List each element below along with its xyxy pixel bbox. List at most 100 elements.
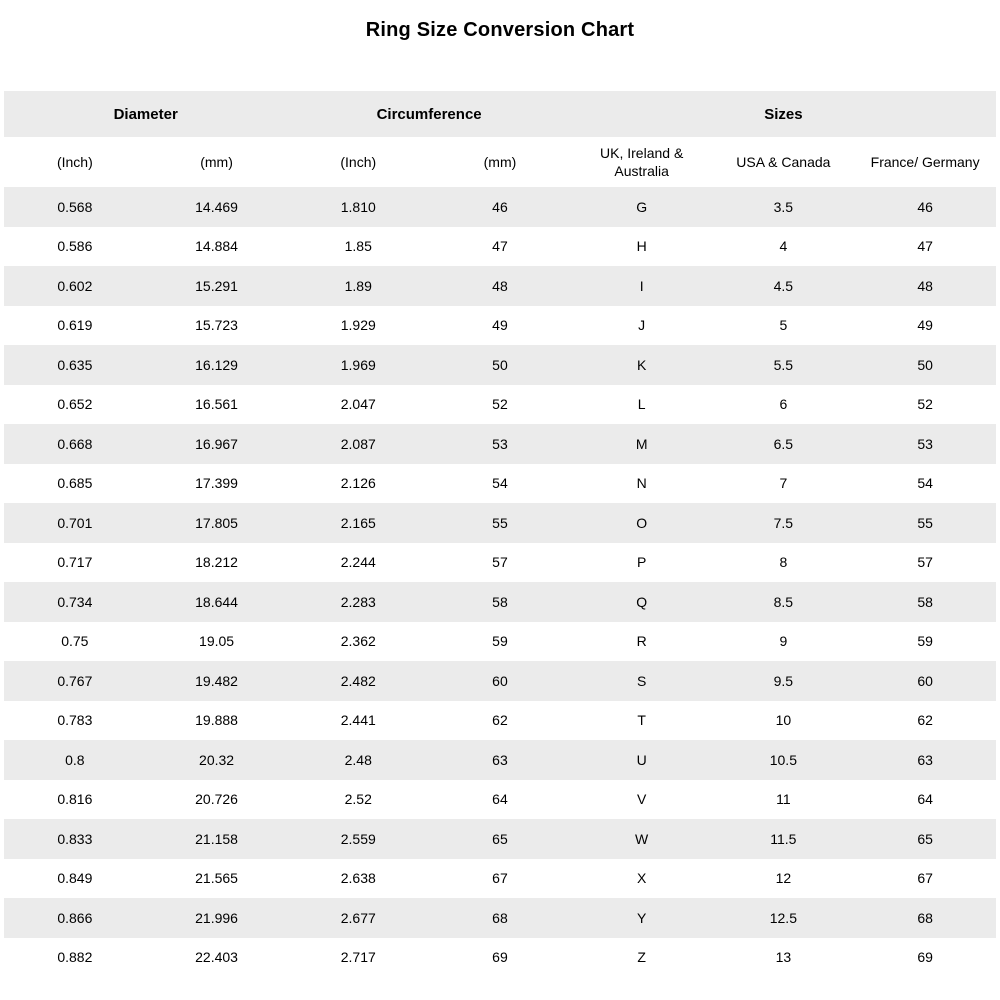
table-row: 0.866 21.996 2.677 68 Y 12.5 68 (4, 898, 996, 938)
cell-inch-2: 2.48 (344, 751, 372, 768)
cell-france-germany-6: 54 (917, 475, 933, 492)
table-row: 0.586 14.884 1.85 47 H 4 47 (4, 226, 996, 266)
cell-uk-ireland-australia-4: K (636, 356, 647, 373)
table-row: 0.767 19.482 2.482 60 S 9.5 60 (4, 661, 996, 701)
table-row: 0.8 20.32 2.48 63 U 10.5 63 (4, 740, 996, 780)
table-row: 0.849 21.565 2.638 67 X 12 67 (4, 858, 996, 898)
cell-inch-2: 2.677 (340, 909, 376, 926)
cell-mm-3: 46 (492, 198, 508, 215)
cell-inch-0: 0.602 (57, 277, 93, 294)
cell-inch-0: 0.866 (57, 909, 93, 926)
cell-mm-1: 21.565 (195, 870, 238, 887)
cell-france-germany-6: 69 (917, 949, 933, 966)
table-row: 0.734 18.644 2.283 58 Q 8.5 58 (4, 582, 996, 622)
cell-france-germany-6: 57 (917, 554, 933, 571)
cell-inch-2: 2.165 (340, 514, 376, 531)
table-header: Diameter Circumference Sizes (Inch) (mm) (In… (4, 91, 996, 187)
cell-inch-2: 2.362 (340, 633, 376, 650)
cell-mm-1: 20.726 (195, 791, 238, 808)
cell-mm-3: 57 (492, 554, 508, 571)
cell-mm-3: 67 (492, 870, 508, 887)
cell-france-germany-6: 49 (917, 317, 933, 334)
cell-inch-2: 2.126 (340, 475, 376, 492)
cell-usa-canada-5: 3.5 (773, 198, 794, 215)
cell-inch-2: 1.969 (340, 356, 376, 373)
cell-france-germany-6: 63 (917, 751, 933, 768)
cell-mm-1: 16.129 (195, 356, 238, 373)
cell-inch-0: 0.783 (57, 712, 93, 729)
cell-inch-2: 2.482 (340, 672, 376, 689)
cell-uk-ireland-australia-4: O (636, 514, 648, 531)
cell-uk-ireland-australia-4: M (635, 435, 648, 452)
table-row: 0.75 19.05 2.362 59 R 9 59 (4, 621, 996, 661)
cell-uk-ireland-australia-4: N (636, 475, 647, 492)
cell-uk-ireland-australia-4: P (636, 554, 647, 571)
group-header-sizes: Sizes (570, 91, 996, 137)
cell-inch-0: 0.882 (57, 949, 93, 966)
cell-usa-canada-5: 5.5 (773, 356, 794, 373)
cell-mm-1: 18.644 (195, 593, 238, 610)
cell-mm-3: 55 (492, 514, 508, 531)
cell-france-germany-6: 58 (917, 593, 933, 610)
cell-mm-1: 17.399 (195, 475, 238, 492)
cell-mm-3: 68 (492, 909, 508, 926)
cell-france-germany-6: 46 (917, 198, 933, 215)
column-header-row: (Inch) (mm) (Inch) (mm) UK, Ireland & Austra… (4, 137, 996, 187)
cell-mm-3: 62 (492, 712, 508, 729)
cell-mm-1: 18.212 (195, 554, 238, 571)
cell-france-germany-6: 65 (917, 830, 933, 847)
cell-usa-canada-5: 10 (775, 712, 792, 729)
cell-france-germany-6: 68 (917, 909, 933, 926)
cell-mm-1: 16.967 (195, 435, 238, 452)
group-header-circumference: Circumference (287, 91, 571, 137)
cell-inch-0: 0.717 (57, 554, 93, 571)
cell-france-germany-6: 48 (917, 277, 933, 294)
cell-usa-canada-5: 6 (779, 396, 788, 413)
cell-inch-0: 0.833 (57, 830, 93, 847)
cell-inch-0: 0.734 (57, 593, 93, 610)
cell-uk-ireland-australia-4: S (636, 672, 647, 689)
cell-usa-canada-5: 13 (775, 949, 792, 966)
cell-inch-0: 0.619 (57, 317, 93, 334)
cell-uk-ireland-australia-4: H (636, 238, 647, 255)
cell-france-germany-6: 67 (917, 870, 933, 887)
column-header-4-uk-ireland-australia: UK, Ireland & Australia (570, 137, 713, 187)
table-row: 0.783 19.888 2.441 62 T 10 62 (4, 700, 996, 740)
cell-usa-canada-5: 7 (779, 475, 788, 492)
cell-uk-ireland-australia-4: R (636, 633, 647, 650)
cell-mm-3: 50 (492, 356, 508, 373)
cell-france-germany-6: 52 (917, 396, 933, 413)
cell-inch-2: 1.929 (340, 317, 376, 334)
cell-mm-1: 15.723 (195, 317, 238, 334)
cell-uk-ireland-australia-4: X (636, 870, 647, 887)
column-header-2-inch: (Inch) (287, 137, 430, 187)
cell-mm-3: 47 (492, 238, 508, 255)
table-row: 0.602 15.291 1.89 48 I 4.5 48 (4, 266, 996, 306)
column-header-1-mm: (mm) (145, 137, 288, 187)
cell-inch-0: 0.652 (57, 396, 93, 413)
cell-uk-ireland-australia-4: Z (637, 949, 646, 966)
cell-inch-0: 0.816 (57, 791, 93, 808)
cell-inch-2: 2.638 (340, 870, 376, 887)
cell-mm-1: 19.05 (199, 633, 235, 650)
cell-inch-0: 0.701 (57, 514, 93, 531)
table-row: 0.619 15.723 1.929 49 J 5 49 (4, 305, 996, 345)
cell-usa-canada-5: 11.5 (770, 830, 797, 847)
table-row: 0.717 18.212 2.244 57 P 8 57 (4, 542, 996, 582)
cell-inch-0: 0.767 (57, 672, 93, 689)
cell-inch-0: 0.586 (57, 238, 93, 255)
cell-mm-1: 17.805 (195, 514, 238, 531)
cell-inch-2: 2.283 (340, 593, 376, 610)
cell-mm-1: 14.884 (195, 238, 238, 255)
cell-inch-2: 2.087 (340, 435, 376, 452)
cell-inch-2: 1.810 (340, 198, 376, 215)
table-row: 0.882 22.403 2.717 69 Z 13 69 (4, 937, 996, 977)
cell-inch-2: 1.85 (344, 238, 372, 255)
cell-usa-canada-5: 4 (779, 238, 788, 255)
cell-france-germany-6: 47 (917, 238, 933, 255)
cell-inch-0: 0.75 (61, 633, 89, 650)
cell-usa-canada-5: 9.5 (773, 672, 794, 689)
cell-uk-ireland-australia-4: Q (636, 593, 648, 610)
cell-mm-3: 64 (492, 791, 508, 808)
